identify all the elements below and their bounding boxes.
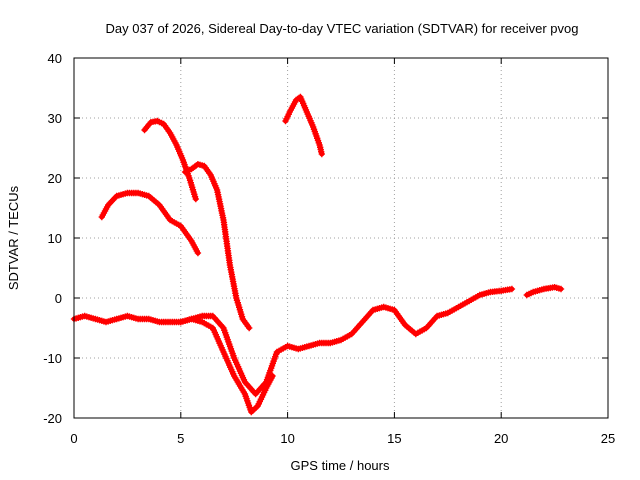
tick-labels: 0 5 10 15 20 25 -20 -10 0 10 20 30 40 xyxy=(43,51,615,446)
chart-title: Day 037 of 2026, Sidereal Day-to-day VTE… xyxy=(105,21,578,36)
y-tick-label: 40 xyxy=(48,51,62,66)
axes xyxy=(73,57,609,419)
data-points xyxy=(70,93,565,416)
y-tick-label: 10 xyxy=(48,231,62,246)
series-2 xyxy=(523,284,565,299)
x-tick-label: 0 xyxy=(70,431,77,446)
x-tick-label: 10 xyxy=(280,431,294,446)
y-tick-label: -10 xyxy=(43,351,62,366)
data-point xyxy=(194,249,202,257)
x-tick-label: 20 xyxy=(494,431,508,446)
x-tick-label: 25 xyxy=(601,431,615,446)
data-point xyxy=(557,285,565,293)
series-6 xyxy=(282,93,325,158)
y-tick-label: 30 xyxy=(48,111,62,126)
x-axis-label: GPS time / hours xyxy=(291,458,390,473)
series-5 xyxy=(181,161,253,332)
data-point xyxy=(246,324,253,332)
y-tick-label: -20 xyxy=(43,411,62,426)
data-point xyxy=(508,285,516,293)
data-point xyxy=(269,372,276,380)
x-tick-label: 5 xyxy=(177,431,184,446)
series-0 xyxy=(70,285,516,398)
x-tick-label: 15 xyxy=(387,431,401,446)
y-axis-label: SDTVAR / TECUs xyxy=(6,185,21,290)
data-point xyxy=(192,195,199,203)
series-3 xyxy=(98,189,202,257)
series-1 xyxy=(177,315,276,416)
data-point xyxy=(318,150,325,158)
y-tick-label: 20 xyxy=(48,171,62,186)
y-tick-label: 0 xyxy=(55,291,62,306)
